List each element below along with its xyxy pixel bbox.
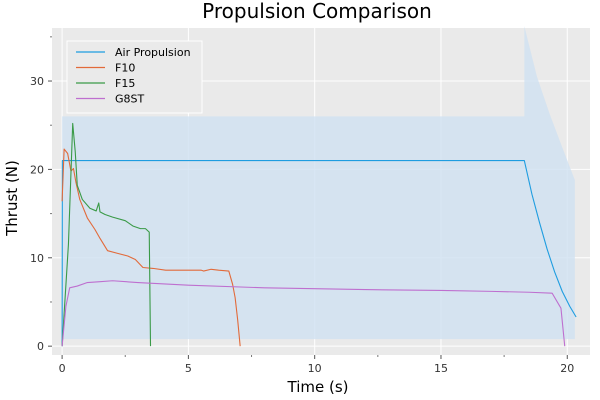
y-tick-label: 10 <box>30 252 44 265</box>
confidence-band <box>62 26 575 340</box>
x-tick-label: 15 <box>434 362 448 375</box>
y-tick-label: 30 <box>30 75 44 88</box>
x-axis-label: Time (s) <box>287 378 349 396</box>
legend-box <box>66 40 203 114</box>
y-tick-label: 0 <box>37 340 44 353</box>
y-axis-label: Thrust (N) <box>3 160 21 237</box>
x-tick-label: 5 <box>185 362 192 375</box>
series-line-g8st <box>61 280 566 347</box>
x-tick-label: 10 <box>308 362 322 375</box>
x-tick-label: 0 <box>59 362 66 375</box>
y-tick-label: 20 <box>30 163 44 176</box>
legend-label: G8ST <box>115 93 145 106</box>
series-layer <box>61 122 577 347</box>
legend-label: Air Propulsion <box>115 46 191 59</box>
band-layer <box>62 26 575 340</box>
axes: 0 5 10 15 20 0 10 20 30 <box>30 36 574 375</box>
series-line-f10 <box>61 148 241 347</box>
series-line-air-propulsion <box>61 160 577 347</box>
legend-label: F10 <box>115 62 135 75</box>
legend-label: F15 <box>115 77 135 90</box>
series-line-f15 <box>61 122 152 347</box>
chart-title: Propulsion Comparison <box>202 0 432 23</box>
x-tick-label: 20 <box>560 362 574 375</box>
legend: Air Propulsion F10 F15 G8ST <box>66 40 203 114</box>
